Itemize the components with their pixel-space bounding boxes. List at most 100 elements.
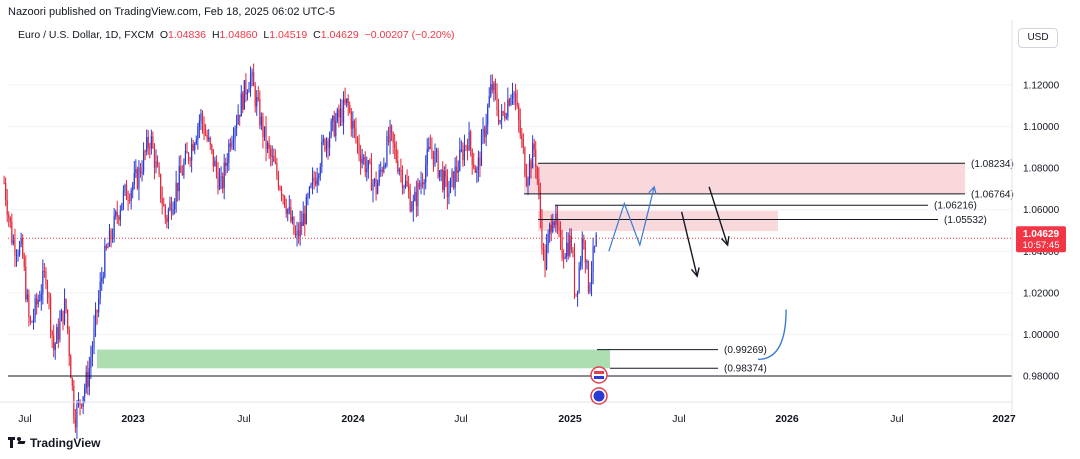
publisher-line: Nazoori published on TradingView.com, Fe… [8,6,335,18]
candle-body [355,127,357,139]
candle-body [595,234,597,246]
candle-body [70,356,72,379]
level-label: (1.06764) [971,189,1014,200]
candle-body [138,167,140,189]
candle-body [74,418,76,428]
projection-zigzag [608,186,655,252]
candle-body [271,155,273,157]
candle-body [522,139,524,148]
candle-body [377,183,379,194]
level-label: (1.08234) [971,159,1014,170]
eu-flag-fill [593,390,605,402]
candle-body [501,111,503,121]
candle-body [508,99,510,106]
candle-body [545,245,548,270]
zone-resistance-lower [538,210,778,232]
candle-body [121,203,123,211]
candle-body [256,97,258,107]
candle-body [63,298,66,324]
candle-body [516,101,518,106]
candle-body [139,167,142,174]
candle-body [304,213,306,224]
candle-body [493,83,495,91]
candle-body [22,238,24,257]
candle-body [36,298,38,305]
candle-body [321,141,323,167]
candle-body [172,209,174,215]
candle-body [222,176,224,189]
candle-body [108,230,111,247]
candle-body [397,160,399,172]
candle-body [420,182,422,187]
candle-body [452,171,455,188]
candle-body [48,295,50,298]
projection-arrowhead [648,185,657,195]
candle-body [158,166,160,175]
candle-body [459,149,461,171]
candle-body [559,230,562,238]
candle-body [105,245,107,249]
candle-body [294,233,297,236]
candle-body [288,206,290,210]
candle-body [470,131,472,150]
candle-body [350,111,352,129]
candle-body [98,298,100,313]
candle-body [223,162,225,189]
candle-body [248,88,250,93]
candle-body [563,257,565,259]
candle-body [477,157,479,170]
candle-body [328,136,331,148]
y-tick-label: 1.00000 [1023,330,1060,341]
candle-body [11,221,13,244]
candle-body [504,112,506,118]
candle-body [437,150,439,178]
candle-body [293,216,295,234]
candle-body [421,182,424,185]
us-flag-stripe [594,376,604,379]
candle-body [575,293,577,295]
x-tick-label: 2025 [558,413,582,425]
candle-body [465,145,467,147]
projection-arrowhead [690,267,700,278]
candle-body [99,281,101,299]
candle-body [403,186,405,188]
candle-body [408,186,410,192]
candle-body [163,204,165,206]
candle-body [49,297,52,332]
candle-body [335,120,337,137]
candle-body [82,396,84,407]
y-tick-label: 1.10000 [1023,122,1060,133]
candle-body [217,171,219,190]
candle-body [570,235,572,250]
candle-body [62,310,64,324]
candle-body [209,137,211,145]
candle-body [451,171,453,178]
candle-body [180,166,182,173]
level-label: (1.06216) [934,201,977,212]
candle-body [232,139,235,143]
candle-body [460,149,462,151]
candle-body [177,182,179,192]
candle-body [468,131,470,151]
y-tick-label: 1.04000 [1023,247,1060,258]
candle-body [46,284,49,296]
candle-body [547,233,549,246]
candle-body [113,215,115,238]
candle-body [553,221,555,225]
candle-body [270,148,272,157]
candle-body [122,190,125,204]
candle-body [439,170,441,178]
candle-body [111,237,114,240]
footer-brand-label: TradingView [30,436,101,450]
candle-body [578,266,580,291]
currency-button[interactable]: USD [1018,28,1058,48]
candle-body [43,270,45,272]
candle-body [195,139,197,144]
candle-body [32,317,35,322]
candle-body [466,145,469,151]
candle-body [206,134,208,140]
candle-body [40,293,42,301]
candle-body [130,190,132,201]
y-tick-label: 1.08000 [1023,164,1060,175]
